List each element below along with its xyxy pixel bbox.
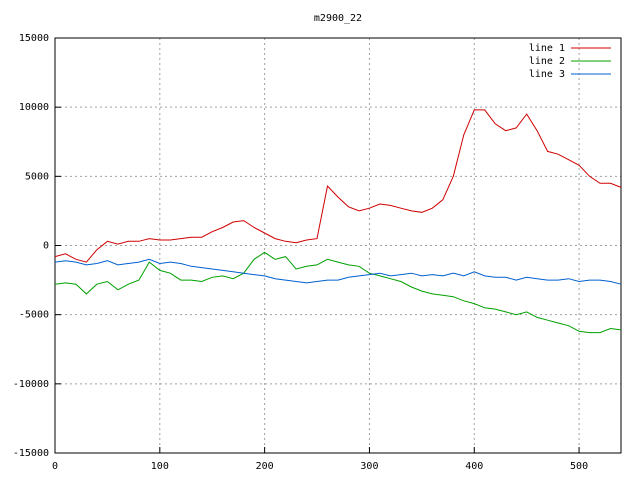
y-tick-label: 5000 xyxy=(25,171,49,182)
x-tick-label: 100 xyxy=(151,461,169,472)
y-tick-label: 0 xyxy=(43,241,49,252)
y-tick-label: 15000 xyxy=(19,33,49,44)
x-tick-label: 300 xyxy=(360,461,378,472)
series-line xyxy=(54,109,622,263)
chart-title: m2900_22 xyxy=(314,13,362,24)
x-tick-label: 200 xyxy=(256,461,274,472)
x-tick-label: 0 xyxy=(52,461,58,472)
x-tick-label: 500 xyxy=(570,461,588,472)
plot-frame xyxy=(54,37,622,454)
series-line xyxy=(54,251,622,334)
series-line xyxy=(54,258,622,285)
legend-label: line 2 xyxy=(529,56,565,67)
legend-label: line 3 xyxy=(529,69,565,80)
y-tick-label: -5000 xyxy=(19,310,49,321)
legend-label: line 1 xyxy=(529,43,565,54)
y-tick-label: -15000 xyxy=(13,448,49,459)
x-tick-label: 400 xyxy=(465,461,483,472)
y-tick-label: 10000 xyxy=(19,102,49,113)
y-tick-label: -10000 xyxy=(13,379,49,390)
